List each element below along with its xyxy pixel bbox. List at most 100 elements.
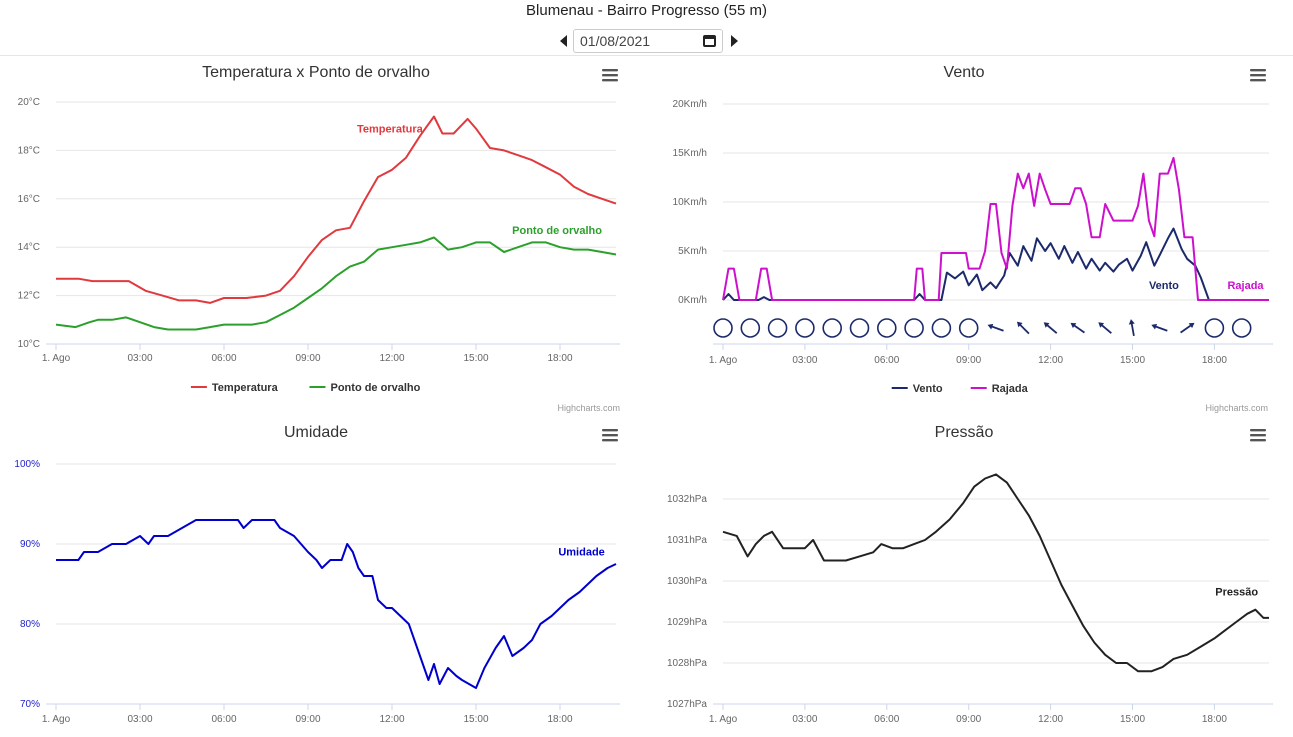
legend-item[interactable]: Vento xyxy=(891,383,943,395)
series-data-label: Rajada xyxy=(1227,280,1264,292)
menu-bar xyxy=(602,74,618,77)
wind-direction-arrow-icon xyxy=(1016,321,1030,335)
wind-direction-arrow-icon xyxy=(1151,323,1168,332)
chart-menu-icon[interactable] xyxy=(1250,429,1266,442)
menu-bar xyxy=(602,429,618,432)
previous-day-arrow-icon[interactable] xyxy=(560,35,567,47)
y-tick-label: 12°C xyxy=(18,291,40,302)
series-line-0 xyxy=(56,519,617,689)
chart-title: Temperatura x Ponto de orvalho xyxy=(202,64,430,81)
humidity-chart: Umidade 70% 80% 90% 100% 1. Ago 03:00 06:00 09:0… xyxy=(14,424,620,725)
arrow-head xyxy=(1098,322,1105,328)
wind-calm-circle xyxy=(1231,318,1252,338)
y-tick-label: 1031hPa xyxy=(667,535,707,546)
menu-bar xyxy=(1250,429,1266,432)
chart-menu-icon[interactable] xyxy=(602,69,618,82)
series-line-0 xyxy=(722,227,1269,301)
highcharts-credit: Highcharts.com xyxy=(1205,403,1268,413)
highcharts-credit: Highcharts.com xyxy=(557,403,620,413)
y-tick-label: 16°C xyxy=(18,194,40,205)
arrow-head xyxy=(1188,322,1195,329)
x-tick-label: 1. Ago xyxy=(709,355,738,366)
x-tick-label: 18:00 xyxy=(1202,714,1227,725)
legend-item[interactable]: Ponto de orvalho xyxy=(309,382,421,394)
arrow-head xyxy=(987,323,994,330)
x-tick-label: 18:00 xyxy=(547,714,572,725)
x-tick-label: 06:00 xyxy=(874,714,899,725)
x-tick-label: 03:00 xyxy=(792,714,817,725)
next-day-arrow-icon[interactable] xyxy=(731,35,738,47)
y-tick-label: 1028hPa xyxy=(667,658,707,669)
x-tick-label: 12:00 xyxy=(1038,714,1063,725)
calendar-icon[interactable] xyxy=(703,35,716,47)
y-tick-label: 20°C xyxy=(18,97,40,108)
wind-direction-arrow-icon xyxy=(1098,322,1112,334)
arrow-head xyxy=(1151,323,1158,330)
y-tick-label: 1029hPa xyxy=(667,617,707,628)
wind-direction-arrow-icon xyxy=(1043,322,1058,334)
x-tick-label: 12:00 xyxy=(379,714,404,725)
series-data-label: Umidade xyxy=(558,547,604,559)
wind-calm-circle xyxy=(795,318,815,338)
wind-calm-circle xyxy=(1204,318,1225,338)
wind-calm-circle xyxy=(877,318,897,338)
temperature-chart: Temperatura x Ponto de orvalho 10°C 12°C 14… xyxy=(18,64,620,413)
date-input[interactable]: 01/08/2021 xyxy=(573,29,723,53)
chart-title: Vento xyxy=(944,64,985,81)
x-tick-label: 06:00 xyxy=(211,714,236,725)
menu-bar xyxy=(602,79,618,82)
legend-label: Rajada xyxy=(992,383,1029,395)
y-tick-label: 0Km/h xyxy=(678,295,707,306)
legend-item[interactable]: Temperatura xyxy=(190,382,279,394)
x-tick-label: 06:00 xyxy=(211,353,236,364)
chart-legend: Vento Rajada xyxy=(891,383,1029,395)
menu-bar xyxy=(602,434,618,437)
x-tick-label: 18:00 xyxy=(1202,355,1227,366)
legend-item[interactable]: Rajada xyxy=(970,383,1029,395)
arrow-head xyxy=(1043,322,1050,328)
y-tick-label: 80% xyxy=(20,619,40,630)
wind-calm-circle xyxy=(904,318,924,338)
wind-direction-arrow-icon xyxy=(1180,322,1195,334)
wind-calm-circle xyxy=(822,318,842,338)
date-value: 01/08/2021 xyxy=(580,33,651,49)
y-tick-label: 15Km/h xyxy=(673,148,707,159)
y-tick-label: 100% xyxy=(14,459,40,470)
chart-title: Umidade xyxy=(284,424,348,441)
wind-chart: Vento 0Km/h 5Km/h 10Km/h 15Km/h 20Km/h 1. Ago 0… xyxy=(673,64,1273,413)
wind-calm-circle xyxy=(931,318,952,338)
series-data-label: Pressão xyxy=(1215,587,1258,599)
menu-bar xyxy=(1250,439,1266,442)
legend-label: Vento xyxy=(913,383,943,395)
series-line-0 xyxy=(722,473,1269,673)
arrow-head xyxy=(1016,321,1023,328)
chart-legend: Temperatura Ponto de orvalho xyxy=(190,382,421,394)
menu-bar xyxy=(1250,74,1266,77)
x-tick-label: 15:00 xyxy=(1120,355,1145,366)
x-tick-label: 03:00 xyxy=(127,353,152,364)
x-tick-label: 1. Ago xyxy=(709,714,738,725)
arrow-head xyxy=(1128,319,1135,325)
wind-calm-circle xyxy=(740,318,761,338)
y-tick-label: 5Km/h xyxy=(678,246,707,257)
x-tick-label: 12:00 xyxy=(379,353,404,364)
menu-bar xyxy=(602,439,618,442)
menu-bar xyxy=(1250,79,1266,82)
series-line-0 xyxy=(56,115,617,304)
chart-menu-icon[interactable] xyxy=(602,429,618,442)
x-tick-label: 03:00 xyxy=(127,714,152,725)
x-tick-label: 1. Ago xyxy=(42,353,71,364)
menu-bar xyxy=(1250,434,1266,437)
arrow-head xyxy=(1070,322,1077,329)
y-tick-label: 14°C xyxy=(18,242,40,253)
y-tick-label: 90% xyxy=(20,539,40,550)
menu-bar xyxy=(602,69,618,72)
wind-direction-arrow-icon xyxy=(1070,322,1085,334)
legend-label: Temperatura xyxy=(212,382,279,394)
date-navigator: 01/08/2021 xyxy=(560,28,738,54)
legend-label: Ponto de orvalho xyxy=(331,382,421,394)
chart-menu-icon[interactable] xyxy=(1250,69,1266,82)
wind-direction-arrow-icon xyxy=(987,323,1004,332)
y-tick-label: 10Km/h xyxy=(673,197,707,208)
wind-calm-circle xyxy=(958,318,979,338)
